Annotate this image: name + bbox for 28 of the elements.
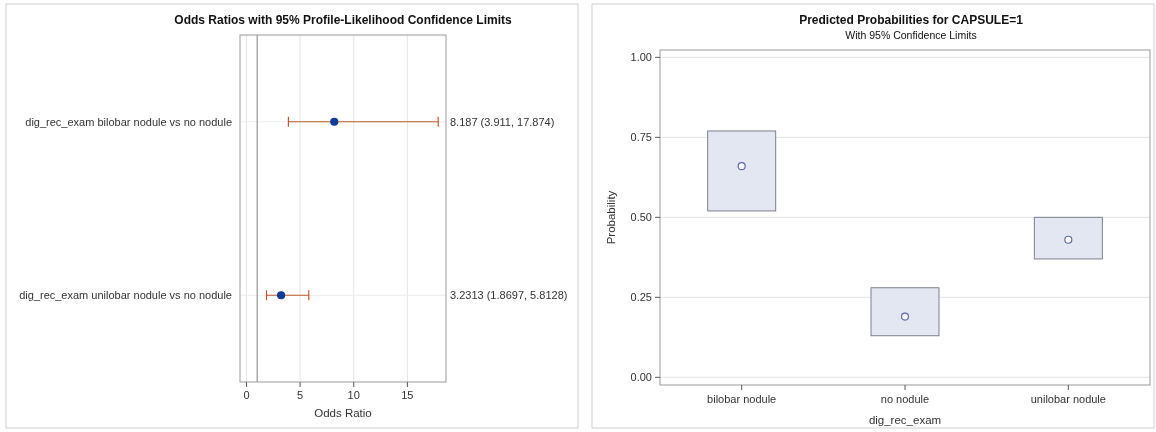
y-tick-label: dig_rec_exam unilobar nodule vs no nodule	[19, 289, 232, 302]
point	[1064, 235, 1073, 244]
y-tick-label: 0.75	[630, 131, 652, 144]
chart-title: Odds Ratios with 95% Profile-Likelihood Confidence Limits	[174, 13, 513, 27]
x-tick-label: 0	[243, 389, 250, 401]
y-axis-title: Probability	[605, 190, 617, 245]
bar	[1033, 216, 1103, 260]
y-tick-label: 0.25	[630, 291, 652, 304]
x-axis-title: dig_rec_exam	[868, 414, 942, 426]
x-tick-label: unilobar nodule	[1030, 393, 1106, 405]
bar	[870, 287, 940, 337]
bar	[707, 130, 777, 212]
point	[737, 162, 746, 171]
x-axis-title: Odds Ratio	[314, 407, 372, 419]
x-tick-label: no nodule	[880, 393, 930, 405]
y-tick-label: dig_rec_exam bilobar nodule vs no nodule	[25, 115, 232, 128]
y-tick-label: 1.00	[630, 51, 652, 64]
point	[900, 312, 910, 321]
x-tick-label: 15	[401, 389, 414, 401]
x-tick-label: 5	[297, 389, 304, 401]
chart-subtitle: With 95% Confidence Limits	[845, 29, 977, 41]
y-tick-label: 0.00	[630, 371, 652, 384]
text: 3.2313 (1.8697, 5.8128)	[450, 289, 568, 302]
y-tick-label: 0.50	[630, 211, 652, 224]
chart-title: Predicted Probabilities for CAPSULE=1	[799, 13, 1024, 27]
text: 8.187 (3.911, 17.874)	[450, 115, 555, 128]
x-tick-label: bilobar nodule	[707, 393, 777, 405]
x-tick-label: 10	[347, 389, 360, 401]
